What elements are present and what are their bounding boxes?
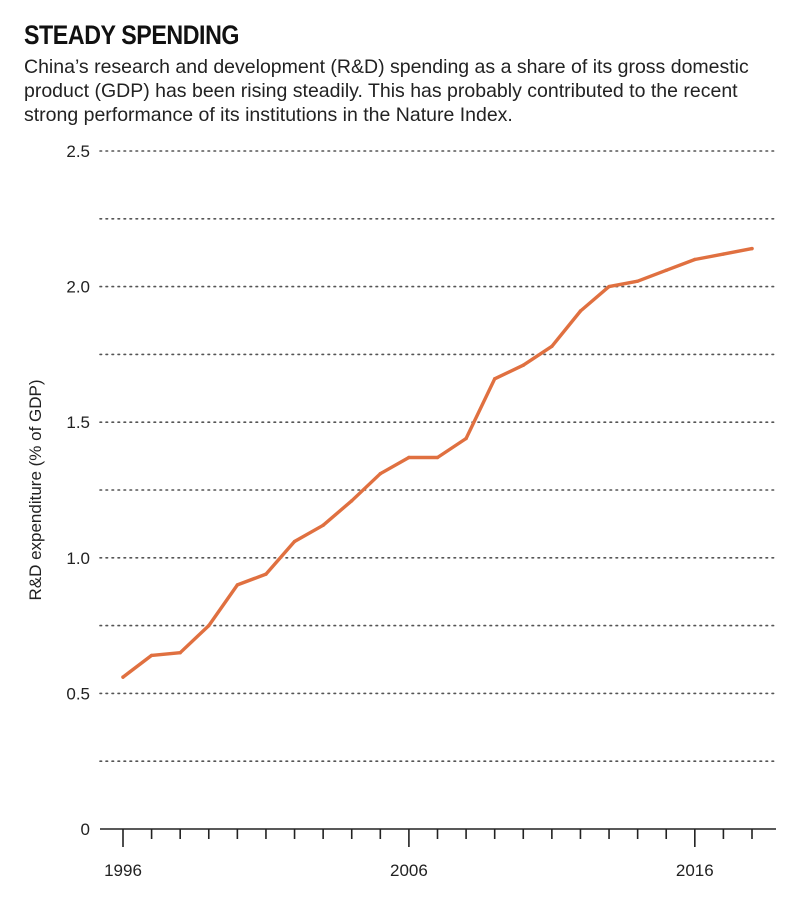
- x-axis: [100, 828, 776, 847]
- data-point: [178, 651, 182, 655]
- data-point: [635, 279, 640, 283]
- data-point: [235, 583, 240, 587]
- y-axis-label: R&D expenditure (% of GDP): [26, 379, 45, 600]
- series-layer: [121, 246, 754, 679]
- data-point: [407, 455, 411, 460]
- data-point: [149, 653, 154, 658]
- data-point: [121, 675, 125, 679]
- data-point: [464, 436, 468, 441]
- data-point: [721, 252, 726, 256]
- chart-subtitle: China’s research and development (R&D) s…: [24, 56, 749, 126]
- x-tick-labels: 1996 2006 2016: [104, 861, 714, 880]
- data-point: [750, 246, 754, 251]
- data-point: [350, 499, 354, 503]
- data-point: [578, 309, 583, 313]
- series-line: [121, 246, 754, 679]
- data-point: [378, 472, 383, 476]
- data-point: [492, 377, 497, 381]
- data-point: [521, 363, 525, 367]
- y-tick-label: 0.5: [66, 684, 90, 703]
- y-tick-label: 2.0: [66, 278, 90, 297]
- data-point: [693, 257, 697, 262]
- y-tick-label: 1.0: [66, 549, 90, 568]
- x-tick-label: 2006: [390, 861, 428, 880]
- y-tick-label: 1.5: [66, 413, 90, 432]
- data-point: [664, 268, 668, 273]
- data-point: [607, 284, 611, 289]
- x-tick-label: 2016: [676, 861, 714, 880]
- chart-title: STEADY SPENDING: [24, 20, 240, 50]
- data-point: [435, 455, 440, 460]
- data-point: [321, 523, 325, 527]
- grid-layer: [99, 150, 777, 763]
- x-tick-label: 1996: [104, 861, 142, 880]
- data-point: [264, 572, 268, 576]
- y-tick-label: 2.5: [66, 142, 90, 161]
- data-point: [550, 344, 554, 348]
- y-tick-labels: 0 0.5 1.0 1.5 2.0 2.5: [66, 142, 90, 839]
- data-point: [207, 623, 211, 628]
- y-tick-label: 0: [81, 820, 90, 839]
- data-point: [292, 539, 297, 544]
